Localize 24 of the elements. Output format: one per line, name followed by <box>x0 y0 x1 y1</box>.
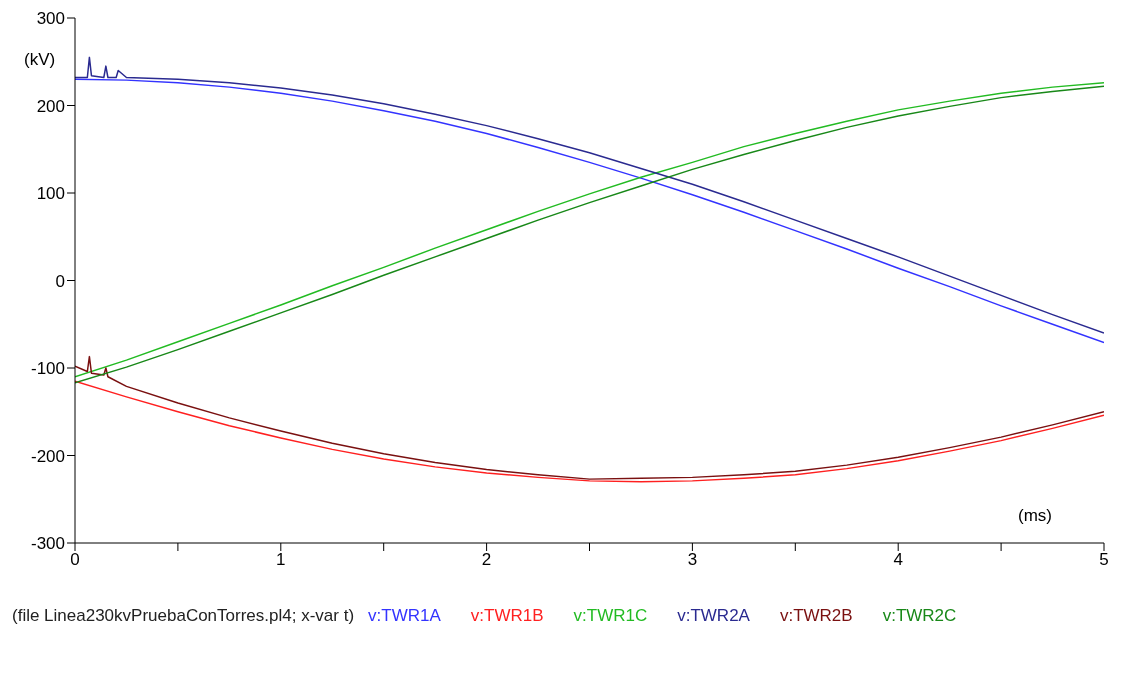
x-tick-label: 1 <box>276 550 286 570</box>
x-axis-title: (ms) <box>1018 506 1052 526</box>
text: v:TWR1B <box>470 606 544 625</box>
line-series <box>75 380 1104 483</box>
y-tick-label: 200 <box>36 96 65 116</box>
y-tick-label: -100 <box>30 359 65 379</box>
text: (file Linea230kvPruebaConTorres.pl4; x-var t) <box>12 606 355 625</box>
line-series <box>75 355 1104 480</box>
x-tick-label: 4 <box>893 550 903 570</box>
y-tick-label: -300 <box>30 534 65 554</box>
x-tick-label: 2 <box>481 550 492 570</box>
text: v:TWR2C <box>882 606 957 625</box>
y-tick-label: 300 <box>36 9 65 29</box>
y-axis-title: (kV) <box>24 50 56 70</box>
text: v:TWR1A <box>368 606 441 625</box>
x-tick-label: 3 <box>687 550 698 570</box>
x-tick-label: 0 <box>70 550 80 570</box>
y-tick-label: 100 <box>36 184 65 204</box>
text: v:TWR2A <box>677 606 750 625</box>
y-tick-label: -200 <box>30 446 65 466</box>
x-tick-label: 5 <box>1099 550 1109 570</box>
text: v:TWR2B <box>779 606 853 625</box>
y-tick-label: 0 <box>55 271 65 291</box>
text: v:TWR1C <box>573 606 648 625</box>
